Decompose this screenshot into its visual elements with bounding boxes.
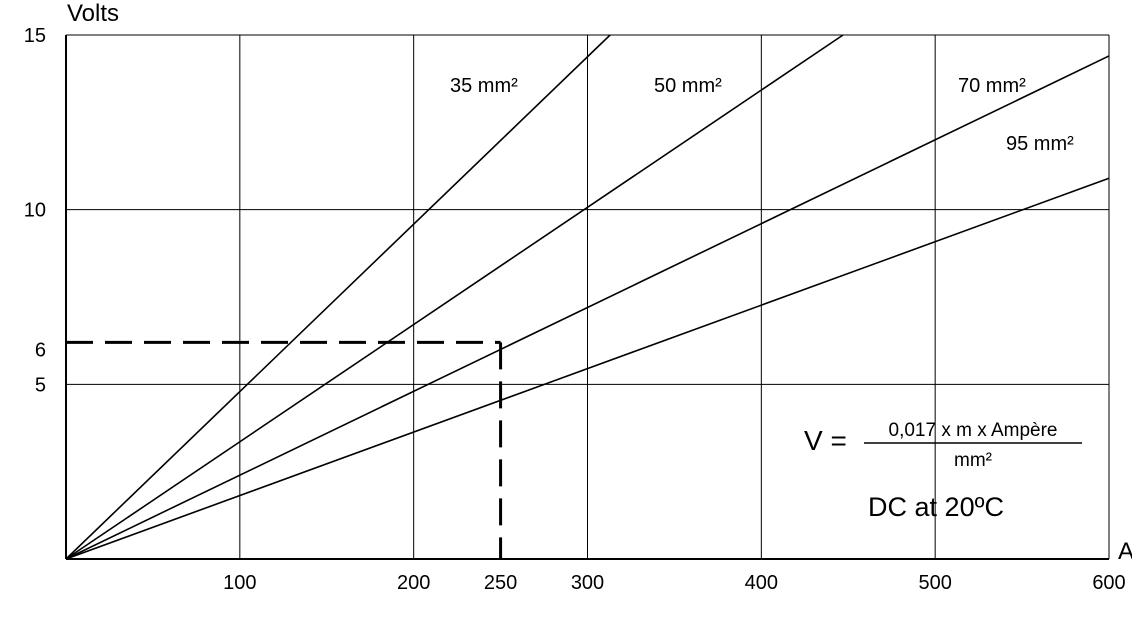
y-axis-title: Volts — [67, 0, 119, 27]
x-tick-label-100: 100 — [223, 572, 256, 594]
y-tick-label-10: 10 — [24, 200, 46, 222]
plot-frame — [65, 34, 1110, 560]
grid — [66, 34, 1110, 559]
y-tick-label-6: 6 — [35, 339, 46, 361]
reference-lines — [66, 340, 503, 559]
series-label-95: 95 mm² — [1006, 133, 1074, 155]
tick-labels: 100 200 250 300 400 500 600 5 6 10 15 — [24, 25, 1126, 594]
condition-note: DC at 20ºC — [868, 492, 1004, 522]
x-tick-label-600: 600 — [1092, 572, 1125, 594]
x-tick-label-500: 500 — [918, 572, 951, 594]
series-line-2 — [65, 55, 1110, 560]
formula: V = 0,017 x m x Ampère mm² — [804, 420, 1082, 471]
series-line-3 — [65, 177, 1110, 560]
y-tick-label-15: 15 — [24, 25, 46, 47]
series-line-0 — [65, 34, 611, 560]
x-tick-label-300: 300 — [571, 572, 604, 594]
series-label-35: 35 mm² — [450, 75, 518, 97]
series-label-50: 50 mm² — [654, 75, 722, 97]
x-axis-title: A — [1118, 538, 1132, 565]
series-lines — [65, 34, 1110, 560]
formula-denominator: mm² — [954, 450, 992, 471]
formula-lhs: V = — [804, 425, 847, 456]
x-tick-label-200: 200 — [397, 572, 430, 594]
x-tick-label-250: 250 — [484, 572, 517, 594]
formula-numerator: 0,017 x m x Ampère — [889, 420, 1058, 441]
x-tick-label-400: 400 — [745, 572, 778, 594]
y-tick-label-5: 5 — [35, 374, 46, 396]
series-line-1 — [65, 34, 844, 560]
series-label-70: 70 mm² — [958, 75, 1026, 97]
